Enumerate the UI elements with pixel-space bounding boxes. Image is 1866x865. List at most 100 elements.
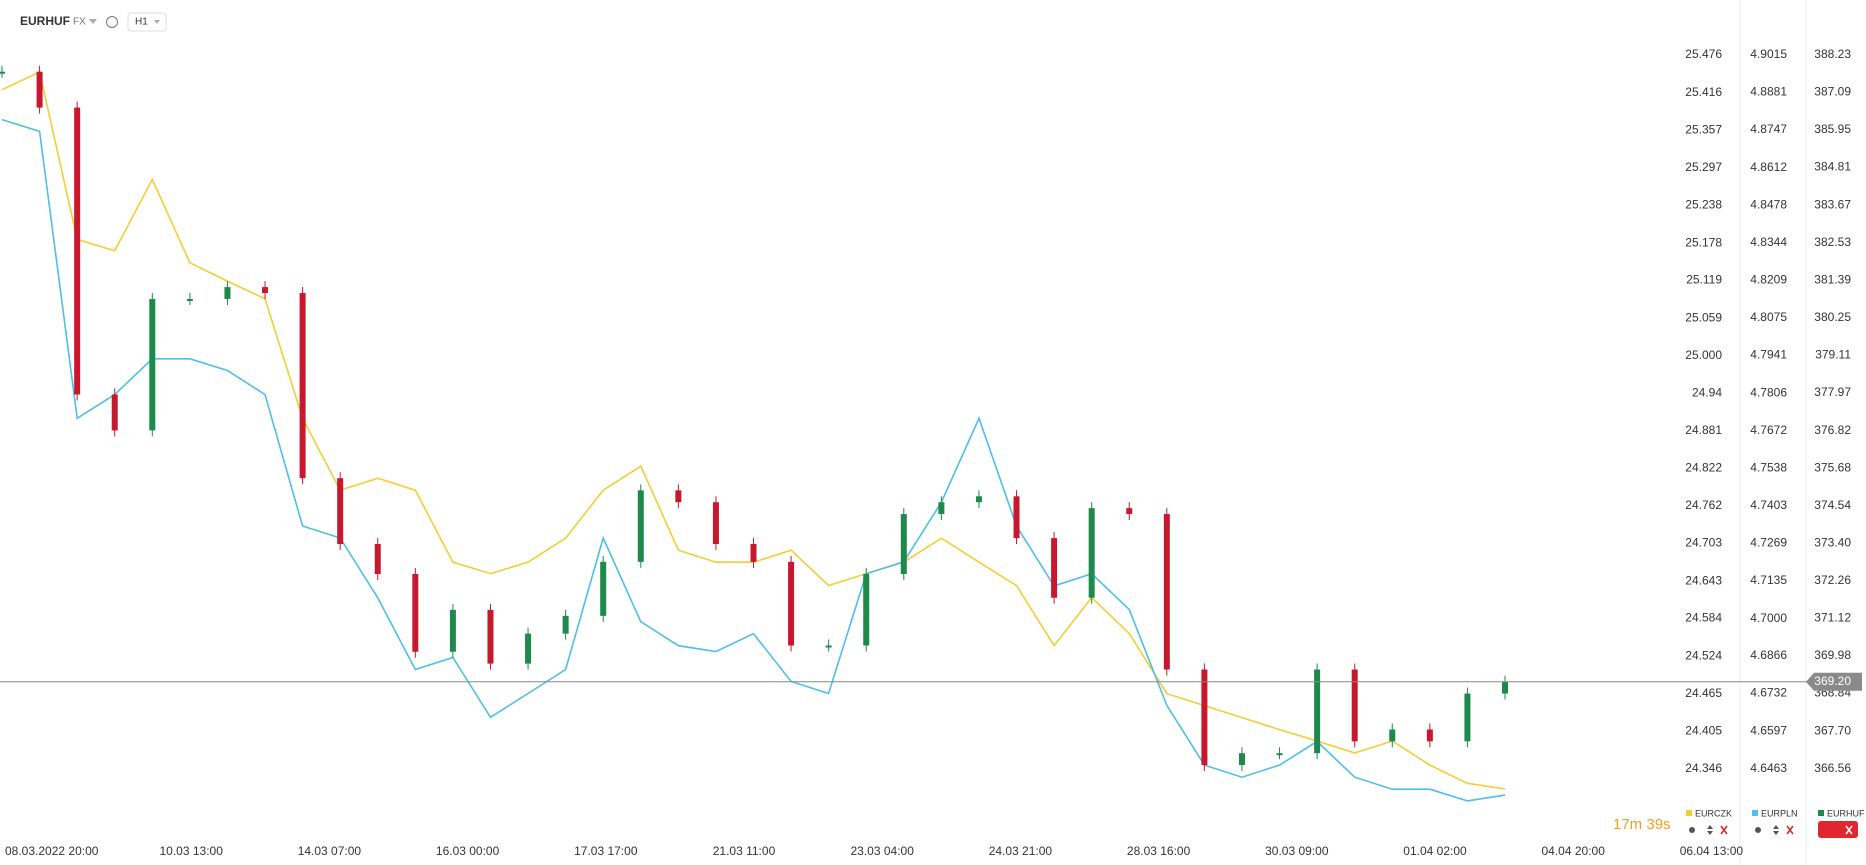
- x-tick-label: 08.03.2022 20:00: [5, 844, 99, 858]
- y-tick-label: 24.405: [1685, 724, 1722, 738]
- y-tick-label: 388.23: [1814, 47, 1851, 61]
- y-tick-label: 25.119: [1686, 273, 1722, 287]
- x-tick-label: 24.03 21:00: [989, 844, 1053, 858]
- y-tick-label: 4.7403: [1750, 498, 1787, 512]
- market: FX: [73, 17, 86, 28]
- y-tick-label: 371.12: [1814, 611, 1851, 625]
- candle: [262, 287, 269, 294]
- candle: [299, 293, 306, 479]
- dropdown[interactable]: [89, 19, 97, 24]
- candle: [1464, 693, 1471, 742]
- candle: [1201, 669, 1208, 766]
- remove-icon[interactable]: [1845, 825, 1853, 835]
- candle: [1088, 508, 1095, 598]
- candle: [863, 574, 870, 646]
- y-tick-label: 367.70: [1814, 723, 1851, 737]
- y-tick-label: 4.7672: [1750, 423, 1787, 437]
- candle: [449, 609, 456, 652]
- y-tick-label: 25.416: [1685, 85, 1722, 99]
- candle: [562, 615, 569, 634]
- alert-button[interactable]: [1818, 821, 1858, 838]
- y-tick-label: 24.584: [1685, 611, 1722, 625]
- candle: [1351, 669, 1358, 742]
- remove-icon[interactable]: [1720, 825, 1728, 835]
- interval-box[interactable]: [127, 12, 167, 32]
- y-tick-label: 25.476: [1685, 47, 1722, 61]
- remove-icon[interactable]: [1786, 825, 1794, 835]
- candle: [825, 645, 832, 648]
- y-tick-label: 382.53: [1814, 235, 1851, 249]
- legend-label: EURHUF: [1827, 808, 1865, 818]
- candle: [337, 478, 344, 545]
- y-tick-label: 24.762: [1685, 498, 1722, 512]
- x-tick-label: 16.03 00:00: [436, 844, 500, 858]
- order-icon[interactable]: [1707, 825, 1713, 835]
- candle: [1314, 669, 1321, 754]
- y-tick-label: 4.6732: [1750, 686, 1787, 700]
- y-tick-label: 4.8612: [1750, 160, 1787, 174]
- candle: [938, 502, 945, 515]
- y-tick-label: 4.8209: [1750, 273, 1787, 287]
- y-tick-label: 380.25: [1814, 310, 1851, 324]
- y-tick-label: 4.7806: [1750, 385, 1787, 399]
- candle: [750, 544, 757, 562]
- y-tick-label: 4.8344: [1750, 235, 1787, 249]
- y-tick-label: 385.95: [1814, 122, 1851, 136]
- last-price-label: 369.20: [1814, 674, 1851, 688]
- price-tag: [1806, 672, 1862, 691]
- eye-icon[interactable]: [1755, 827, 1761, 833]
- candle: [600, 561, 607, 616]
- legend-swatch: [1818, 810, 1824, 816]
- y-tick-label: 373.40: [1814, 536, 1851, 550]
- y-tick-label: 24.346: [1685, 761, 1722, 775]
- x-tick-label: 17.03 17:00: [574, 844, 638, 858]
- y-tick-label: 4.6463: [1750, 761, 1787, 775]
- y-tick-label: 377.97: [1814, 385, 1851, 399]
- y-tick-label: 24.524: [1685, 649, 1722, 663]
- y-tick-label: 384.81: [1814, 160, 1851, 174]
- y-tick-label: 24.465: [1685, 686, 1722, 700]
- y-tick-label: 24.94: [1692, 386, 1722, 400]
- y-tick-label: 25.178: [1685, 235, 1722, 249]
- legend-icons: [1689, 821, 1858, 838]
- y-tick-label: 25.059: [1685, 311, 1722, 325]
- candle: [900, 514, 907, 575]
- interval: H1: [135, 17, 148, 28]
- y-tick-label: 4.7941: [1750, 348, 1787, 362]
- candle: [675, 490, 682, 503]
- candle: [224, 287, 231, 299]
- info-icon[interactable]: [106, 16, 118, 28]
- y-tick-label: 374.54: [1814, 498, 1851, 512]
- candle: [487, 609, 494, 664]
- y-tick-label: 25.357: [1685, 122, 1722, 136]
- x-tick-label: 23.03 04:00: [850, 844, 914, 858]
- candle: [525, 633, 532, 664]
- candle: [788, 561, 795, 646]
- y-tick-label: 25.238: [1685, 197, 1722, 211]
- symbol: EURHUF: [20, 14, 70, 28]
- y-tick-label: 375.68: [1814, 460, 1851, 474]
- y-tick-label: 372.26: [1814, 573, 1851, 587]
- x-tick-label: 06.04 13:00: [1680, 844, 1744, 858]
- x-tick-label: 10.03 13:00: [159, 844, 223, 858]
- eye-icon[interactable]: [1689, 827, 1695, 833]
- y-tick-label: 25.000: [1685, 348, 1722, 362]
- candle: [637, 490, 644, 562]
- order-icon[interactable]: [1773, 825, 1779, 835]
- countdown: 17m 39s: [1613, 816, 1671, 833]
- candle: [412, 574, 419, 652]
- legend-label: EURCZK: [1695, 808, 1732, 818]
- x-tick-label: 14.03 07:00: [298, 844, 362, 858]
- y-tick-label: 366.56: [1814, 761, 1851, 775]
- y-tick-label: 4.6597: [1750, 723, 1787, 737]
- y-tick-label: 381.39: [1814, 272, 1851, 286]
- candle: [1013, 496, 1020, 539]
- candle: [149, 298, 156, 431]
- y-tick-label: 379.11: [1815, 347, 1851, 361]
- y-tick-label: 4.9015: [1750, 47, 1787, 61]
- y-tick-label: 4.7538: [1750, 460, 1787, 474]
- candle: [1051, 538, 1058, 598]
- x-tick-label: 30.03 09:00: [1265, 844, 1329, 858]
- candle: [186, 298, 193, 301]
